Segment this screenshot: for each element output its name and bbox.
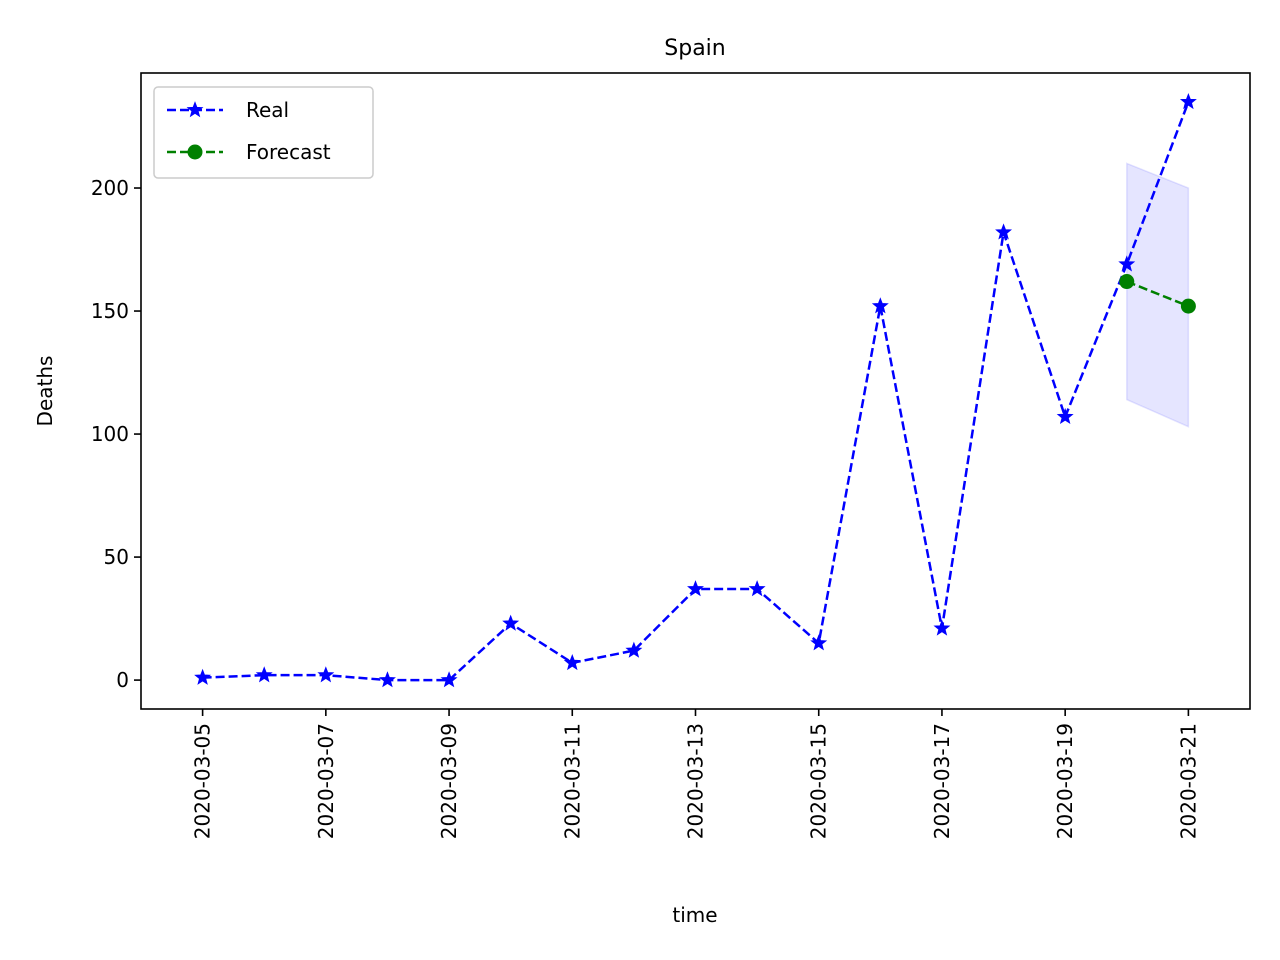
data-point-real — [995, 223, 1013, 240]
data-point-real — [317, 666, 335, 683]
y-tick-label: 200 — [91, 176, 129, 200]
data-point-real — [871, 297, 889, 314]
x-tick-label: 2020-03-05 — [191, 723, 215, 839]
legend-marker-real — [186, 101, 204, 118]
data-point-real — [1118, 255, 1136, 272]
x-tick-label: 2020-03-07 — [314, 723, 338, 839]
y-tick-label: 150 — [91, 299, 129, 323]
data-point-real — [687, 580, 704, 597]
x-tick-label: 2020-03-11 — [560, 723, 584, 839]
y-tick-label: 0 — [116, 668, 129, 692]
x-tick-label: 2020-03-13 — [684, 723, 708, 839]
x-tick-label: 2020-03-15 — [807, 723, 831, 839]
x-tick-label: 2020-03-17 — [930, 723, 954, 839]
data-point-real — [748, 580, 766, 597]
y-tick-label: 100 — [91, 422, 129, 446]
data-point-real — [255, 666, 273, 683]
plot-area — [194, 93, 1197, 688]
data-point-real — [563, 653, 581, 671]
x-axis-label: time — [672, 903, 717, 927]
data-point-real — [440, 671, 458, 688]
x-tick-label: 2020-03-21 — [1176, 723, 1200, 839]
data-point-real — [625, 641, 643, 658]
data-point-real — [194, 668, 212, 685]
data-point-forecast — [1119, 274, 1135, 290]
y-axis-label: Deaths — [33, 356, 57, 427]
data-point-real — [1179, 93, 1197, 110]
y-tick-label: 50 — [104, 545, 129, 569]
series-line-forecast — [1126, 280, 1189, 308]
legend-label-real: Real — [246, 98, 289, 122]
data-point-real — [378, 671, 396, 688]
x-tick-label: 2020-03-09 — [437, 723, 461, 839]
data-point-real — [933, 619, 951, 636]
legend-entries: Real Forecast — [167, 98, 331, 164]
data-point-forecast — [1180, 298, 1196, 314]
legend-marker-forecast — [187, 144, 203, 160]
y-axis: 0 50 100 150 200 — [91, 176, 141, 692]
data-point-real — [502, 614, 520, 631]
legend: Real Forecast — [153, 86, 374, 179]
x-tick-label: 2020-03-19 — [1053, 723, 1077, 839]
legend-label-forecast: Forecast — [246, 140, 331, 164]
data-point-real — [1056, 407, 1074, 425]
x-axis: 2020-03-05 2020-03-07 2020-03-09 2020-03-11… — [191, 709, 1200, 839]
data-point-real — [810, 634, 828, 651]
chart-title: Spain — [664, 36, 725, 61]
